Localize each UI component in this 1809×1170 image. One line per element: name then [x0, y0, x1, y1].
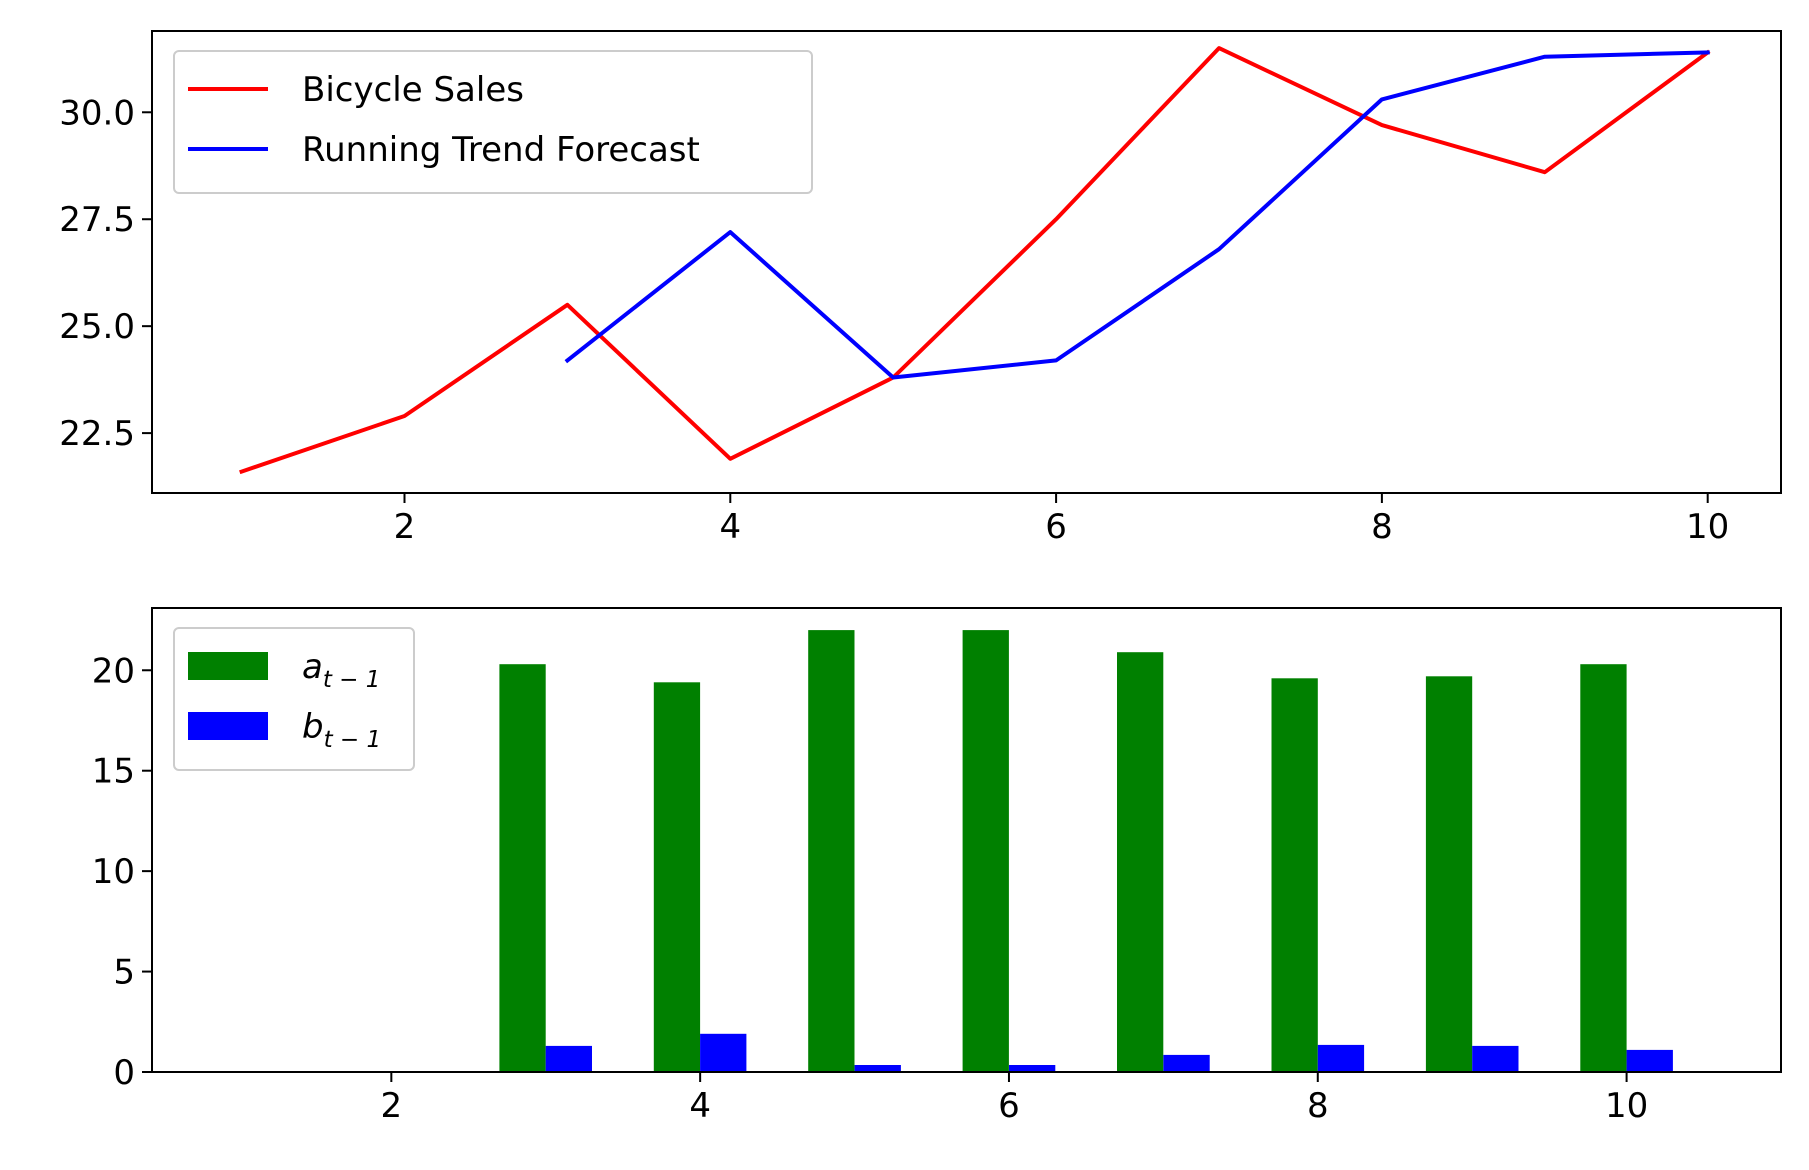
bar-a-10 — [1580, 664, 1627, 1072]
bar-a-4 — [653, 682, 701, 1072]
bar-b-5 — [854, 1065, 901, 1072]
bar-b-10 — [1626, 1049, 1673, 1072]
bar-b-3 — [545, 1045, 592, 1072]
bar-a-3 — [499, 664, 546, 1072]
top-line-chart: 2 4 6 8 10 22.5 25.0 27.5 30.0 Bicycle Sales Run… — [59, 30, 1782, 547]
x-tick-label: 10 — [1605, 1086, 1648, 1126]
bar-b-6 — [1009, 1065, 1056, 1072]
y-tick-label: 30.0 — [59, 93, 135, 133]
legend-label: Running Trend Forecast — [302, 130, 700, 170]
bottom-bar-chart: 2 4 6 8 10 0 5 10 15 20 at − 1 bt − 1 — [92, 607, 1782, 1126]
bar-b-4 — [700, 1033, 747, 1072]
x-tick-label: 2 — [394, 507, 416, 547]
bar-b-8 — [1317, 1044, 1365, 1072]
y-tick-label: 27.5 — [59, 200, 135, 240]
y-tick-label: 15 — [92, 752, 135, 792]
bottom-axes-frame — [151, 607, 1782, 1073]
bar-b-7 — [1163, 1054, 1210, 1072]
y-tick-label: 25.0 — [59, 307, 135, 347]
y-tick-label: 5 — [113, 953, 135, 993]
x-tick-label: 10 — [1686, 507, 1729, 547]
y-tick-label: 20 — [92, 651, 135, 691]
top-y-axis: 22.5 25.0 27.5 30.0 — [59, 93, 152, 454]
top-x-axis: 2 4 6 8 10 — [394, 493, 1729, 547]
bottom-legend: at − 1 bt − 1 — [173, 627, 415, 771]
legend-label: bt − 1 — [302, 707, 381, 753]
legend-swatch — [188, 712, 268, 740]
x-tick-label: 6 — [1045, 507, 1067, 547]
y-tick-label: 22.5 — [59, 414, 135, 454]
x-tick-label: 4 — [719, 507, 741, 547]
top-axes-frame — [151, 30, 1782, 494]
bar-a-8 — [1271, 678, 1318, 1072]
bar-a-7 — [1117, 652, 1164, 1072]
series-line-1 — [564, 50, 1710, 380]
bar-a-6 — [962, 630, 1009, 1072]
legend-swatch — [188, 652, 268, 680]
bottom-chart-marks — [499, 630, 1673, 1072]
y-tick-label: 0 — [113, 1053, 135, 1093]
x-tick-label: 8 — [1307, 1086, 1329, 1126]
legend-box — [173, 50, 813, 194]
y-tick-label: 10 — [92, 852, 135, 892]
series-line-0 — [239, 46, 1711, 475]
bottom-y-axis: 0 5 10 15 20 — [92, 651, 152, 1093]
legend-label: Bicycle Sales — [302, 70, 524, 110]
bar-a-5 — [808, 630, 855, 1072]
x-tick-label: 6 — [998, 1086, 1020, 1126]
bar-a-9 — [1425, 676, 1473, 1072]
x-tick-label: 2 — [381, 1086, 403, 1126]
legend-label: at − 1 — [302, 647, 380, 693]
top-chart-marks — [239, 46, 1711, 475]
x-tick-label: 8 — [1371, 507, 1393, 547]
bar-b-9 — [1472, 1045, 1519, 1072]
top-legend: Bicycle Sales Running Trend Forecast — [173, 50, 813, 194]
bottom-x-axis: 2 4 6 8 10 — [381, 1072, 1648, 1126]
x-tick-label: 4 — [689, 1086, 711, 1126]
